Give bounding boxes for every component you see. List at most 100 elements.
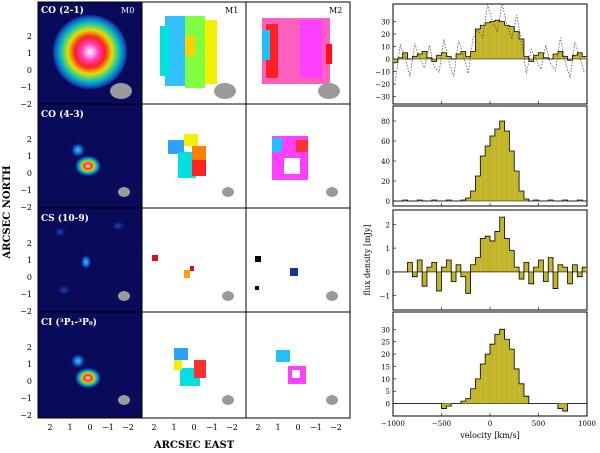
- spectrum-bar: [514, 171, 520, 201]
- spectrum-bar: [514, 267, 520, 272]
- spectrum-bar: [514, 31, 520, 59]
- y-tick-label: 0: [386, 401, 390, 409]
- spectrum-bar: [582, 267, 587, 272]
- spectrum-bar: [431, 59, 437, 62]
- spectrum-bar: [509, 349, 515, 404]
- y-tick-label: 20: [381, 351, 390, 359]
- spectrum-bar: [519, 39, 524, 59]
- spectrum-bar: [485, 354, 490, 404]
- dispersion-field-r1: [262, 18, 332, 84]
- spectrum-bar: [470, 264, 476, 272]
- y-tick: −2: [20, 100, 32, 109]
- x-tick: 1: [275, 423, 280, 432]
- map-x-title: ARCSEC EAST: [153, 440, 235, 451]
- y-tick: 0: [27, 66, 32, 75]
- velocity-field-r2: [168, 134, 206, 178]
- row-label-3: CS (10-9): [41, 213, 89, 224]
- spectrum-bar: [519, 191, 524, 201]
- y-tick: 2: [27, 343, 32, 352]
- spectrum-bar: [582, 56, 587, 59]
- spectrum-bar: [441, 267, 447, 272]
- y-tick: 1: [27, 360, 32, 369]
- x-tick: 0: [191, 423, 196, 432]
- emission-blob: [74, 367, 102, 389]
- x-tick: −2: [226, 423, 238, 432]
- spectrum-outline: [393, 216, 587, 294]
- spectrum-bar: [504, 131, 510, 201]
- spectrum-bar: [519, 383, 524, 404]
- noise-blob: [52, 226, 68, 238]
- spectrum-bar: [490, 344, 495, 404]
- x-tick-label: −1000: [381, 420, 405, 428]
- x-tick-label: 0: [488, 420, 492, 428]
- y-tick-label: 30: [381, 19, 390, 27]
- emission-blob: [52, 14, 128, 90]
- spectrum-bar: [499, 217, 505, 272]
- y-tick: 1: [27, 49, 32, 58]
- spectrum-bar: [402, 52, 408, 59]
- spectrum-bar: [465, 198, 471, 201]
- spectrum-bar: [460, 271, 466, 277]
- y-tick-label: 20: [381, 31, 390, 39]
- spectrum-bar: [480, 25, 486, 59]
- x-tick-label: 1000: [578, 420, 596, 428]
- beam-ellipse: [118, 187, 130, 197]
- spectrum-bar: [451, 271, 457, 282]
- y-tick: 0: [27, 273, 32, 282]
- spectrum-bar: [475, 29, 481, 59]
- spectrum-bar: [431, 200, 437, 201]
- spectrum-bar: [446, 403, 452, 407]
- spectrum-bar: [499, 121, 505, 201]
- beam-ellipse: [222, 187, 234, 197]
- y-tick: −1: [20, 83, 32, 92]
- beam-ellipse: [214, 83, 236, 99]
- spectrum-bar: [523, 262, 529, 272]
- spectrum-bar: [504, 238, 510, 272]
- spectrum-bar: [436, 55, 442, 59]
- spectrum-bar: [417, 260, 423, 272]
- spectrum-bar: [543, 57, 549, 59]
- row-label-4: CI (³P₁-³P₀): [41, 317, 97, 328]
- beam-ellipse: [326, 187, 338, 197]
- column-label-m0: M0: [121, 6, 134, 15]
- y-tick: 2: [27, 32, 32, 41]
- spectrum-bar: [456, 264, 461, 272]
- spectrum-bar: [436, 271, 442, 291]
- spectrum-bar: [494, 231, 500, 272]
- spectrum-bar: [393, 59, 398, 63]
- velocity-field-r1: [160, 16, 217, 88]
- spectrum-bar: [441, 403, 447, 409]
- spectrum-bar: [475, 257, 481, 272]
- spectrum-bar: [470, 388, 476, 404]
- spectrum-bar: [490, 136, 495, 201]
- y-tick-label: 2: [386, 221, 390, 229]
- spectrum-bar: [528, 271, 534, 284]
- y-tick: 1: [27, 152, 32, 161]
- x-axis-label: velocity [km/s]: [459, 431, 519, 440]
- y-tick-label: 30: [381, 326, 390, 334]
- y-tick: −1: [20, 290, 32, 299]
- x-tick: −1: [206, 423, 218, 432]
- noise-blob: [56, 284, 72, 296]
- x-tick: 2: [255, 423, 260, 432]
- spectrum-bar: [490, 240, 495, 272]
- spectrum-bar: [567, 271, 573, 284]
- y-tick-label: 15: [381, 363, 390, 371]
- beam-markers: [110, 83, 340, 405]
- spectrum-bar: [465, 398, 471, 404]
- dispersion-field-r2: [272, 136, 308, 180]
- spectrum-bar: [485, 22, 490, 59]
- spectrum-bar: [397, 57, 403, 59]
- y-tick-label: −10: [375, 69, 390, 77]
- spectrum-bar: [485, 236, 490, 272]
- x-tick: 2: [151, 423, 156, 432]
- row-label-2: CO (4-3): [41, 109, 84, 120]
- map-y-ticks: 2 1 0 −1 −2 2 1 0 −1 −2 2 1 0 −1 −2 2 1 …: [20, 32, 32, 420]
- spectrum-bar: [557, 264, 563, 272]
- spectrum-bar: [523, 56, 529, 59]
- spectrum-bar: [490, 21, 495, 59]
- spectrum-bar: [426, 267, 432, 272]
- emission-blob: [70, 142, 86, 158]
